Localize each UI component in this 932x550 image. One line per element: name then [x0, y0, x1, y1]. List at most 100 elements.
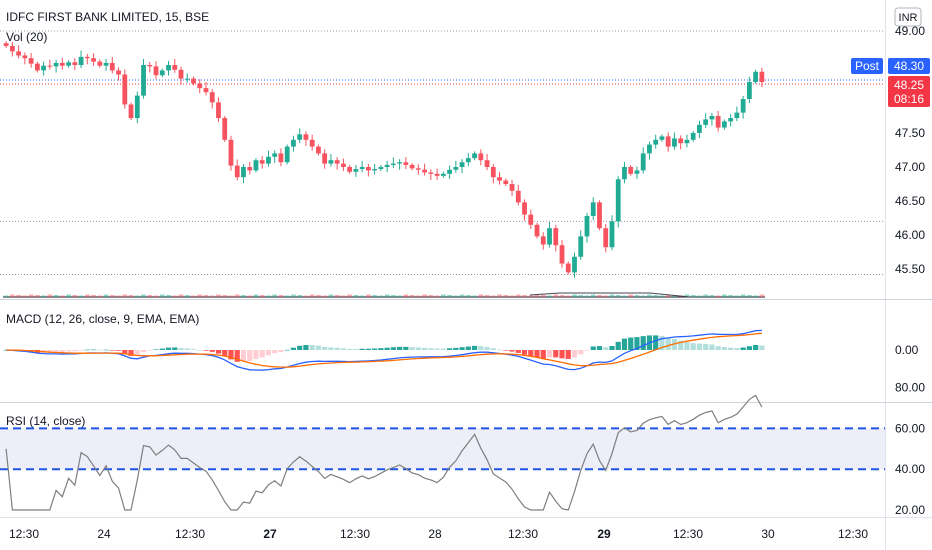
macd-histogram-bar	[721, 347, 728, 350]
volume-bar	[403, 294, 409, 297]
macd-plot[interactable]	[3, 329, 765, 371]
candle-body	[253, 160, 259, 171]
candle-body	[316, 146, 321, 154]
candle-body	[597, 202, 602, 229]
candle-body	[84, 56, 90, 59]
candle-body	[91, 58, 96, 62]
volume-legend[interactable]: Vol (20)	[6, 30, 47, 44]
candle-body	[503, 180, 509, 184]
macd-histogram-bar	[684, 342, 690, 350]
candle-body	[178, 69, 184, 79]
rsi-tick-label: 20.00	[895, 503, 925, 517]
volume-bar	[497, 294, 502, 297]
volume-bar	[203, 295, 209, 297]
macd-histogram-bar	[490, 348, 496, 350]
candle-body	[197, 83, 203, 89]
macd-histogram-bar	[659, 335, 665, 350]
candle-body	[334, 160, 340, 164]
macd-histogram-bar	[728, 347, 734, 350]
candle-body	[278, 153, 284, 163]
macd-histogram-bar	[715, 346, 721, 350]
price-tick-label: 46.50	[895, 194, 925, 208]
time-tick-label: 27	[263, 527, 277, 541]
price-tick-label: 45.50	[895, 262, 925, 276]
candle-body	[534, 224, 540, 237]
macd-histogram-bar	[603, 347, 609, 350]
svg-text:48.30: 48.30	[894, 59, 924, 73]
volume-bar	[709, 295, 715, 297]
candle-body	[609, 221, 615, 248]
price-candles[interactable]	[3, 41, 765, 278]
macd-histogram-bar	[328, 347, 334, 350]
volume-bar	[103, 294, 109, 297]
macd-histogram-bar	[334, 347, 340, 350]
rsi-plot[interactable]	[0, 394, 885, 511]
macd-histogram-bar	[365, 348, 371, 350]
price-axis[interactable]: 49.0048.5048.0047.5047.0046.5046.0045.50…	[895, 24, 925, 517]
candle-body	[3, 43, 9, 46]
macd-histogram-bar	[484, 346, 490, 350]
volume-bar	[172, 295, 178, 297]
candle-body	[540, 236, 546, 245]
candle-body	[565, 263, 571, 273]
rsi-legend[interactable]: RSI (14, close)	[6, 414, 85, 428]
macd-histogram-bar	[172, 347, 178, 350]
macd-histogram-bar	[178, 348, 184, 350]
volume-bar	[166, 295, 171, 297]
price-tick-label: 47.00	[895, 160, 925, 174]
macd-histogram-bar	[253, 350, 259, 360]
candle-body	[272, 153, 278, 157]
macd-histogram-bar	[184, 348, 190, 350]
volume-bar	[365, 294, 371, 297]
macd-histogram-bar	[203, 350, 209, 351]
macd-histogram-bar	[409, 347, 415, 350]
macd-histogram-bar	[140, 350, 147, 353]
candle-body	[422, 169, 427, 173]
volume-bar	[9, 294, 15, 297]
candle-body	[746, 82, 752, 99]
volume-bar	[247, 295, 253, 297]
candle-body	[703, 119, 709, 125]
time-tick-label: 24	[97, 527, 111, 541]
volume-bar	[209, 295, 215, 297]
macd-histogram-bar	[453, 347, 459, 350]
volume-bar	[753, 295, 759, 297]
time-tick-label: 12:30	[175, 527, 205, 541]
volume-bar	[353, 295, 359, 297]
candle-body	[247, 167, 253, 171]
price-tick-label: 46.00	[895, 228, 925, 242]
macd-histogram-bar	[384, 347, 390, 350]
volume-bar	[53, 295, 59, 297]
volume-bar	[309, 294, 315, 297]
volume-bar	[3, 295, 9, 297]
candle-body	[678, 138, 684, 144]
macd-histogram-bar	[128, 350, 134, 356]
candle-body	[116, 70, 121, 75]
candle-body	[228, 139, 234, 166]
symbol-title[interactable]: IDFC FIRST BANK LIMITED, 15, BSE	[6, 10, 209, 24]
candle-body	[740, 99, 746, 113]
candle-body	[622, 167, 627, 180]
macd-histogram-bar	[397, 346, 403, 350]
candle-body	[347, 167, 353, 172]
currency-button[interactable]: INR	[894, 7, 922, 27]
volume-bar	[484, 295, 490, 297]
macd-histogram-bar	[565, 350, 571, 359]
candle-body	[759, 71, 765, 82]
candle-body	[578, 236, 584, 257]
candle-body	[166, 65, 171, 71]
time-tick-label: 12:30	[508, 527, 538, 541]
volume-bar	[228, 295, 234, 297]
candle-body	[284, 146, 290, 163]
candle-body	[303, 134, 309, 140]
candle-body	[28, 58, 34, 64]
macd-histogram-bar	[753, 344, 759, 350]
macd-legend[interactable]: MACD (12, 26, close, 9, EMA, EMA)	[6, 312, 199, 326]
candle-body	[459, 162, 465, 167]
volume-bar	[478, 294, 484, 297]
candle-body	[528, 214, 534, 225]
time-axis[interactable]: 12:30 24 12:30 27 12:30 28 12:30 29 12:30 30 12:30	[9, 527, 868, 541]
volume-bar	[359, 295, 365, 297]
candle-body	[203, 88, 209, 93]
